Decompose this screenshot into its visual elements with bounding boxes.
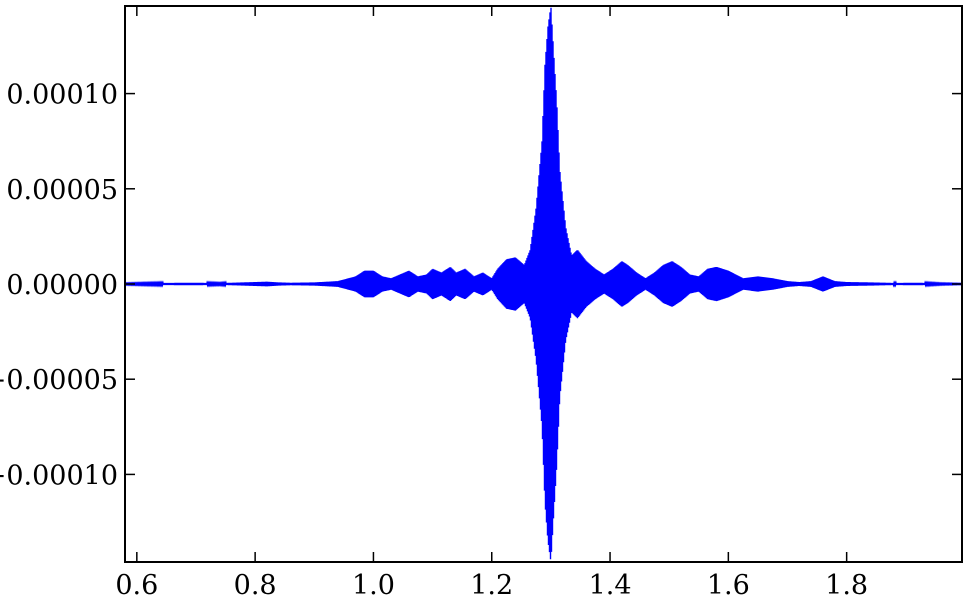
- x-tick-label: 0.8: [234, 570, 277, 601]
- y-tick-label: 0.00000: [6, 270, 118, 301]
- y-tick-label: 0.00010: [6, 80, 118, 111]
- y-tick-label: −0.00010: [0, 460, 118, 491]
- x-tick-label: 1.0: [352, 570, 395, 601]
- x-tick-label: 1.2: [470, 570, 513, 601]
- series-line-0: [125, 7, 962, 560]
- x-tick-label: 0.6: [115, 570, 158, 601]
- x-tick-label: 1.8: [825, 570, 868, 601]
- series-group: [125, 7, 962, 560]
- y-tick-label: 0.00005: [6, 175, 118, 206]
- axes-group: 0.6 0.8 1.0 1.2 1.4 1.6 1.8 0.00010 0.00005 0.000…: [0, 5, 963, 601]
- x-tick-label: 1.6: [707, 570, 750, 601]
- x-tick-label: 1.4: [589, 570, 632, 601]
- y-tick-label: −0.00005: [0, 365, 118, 396]
